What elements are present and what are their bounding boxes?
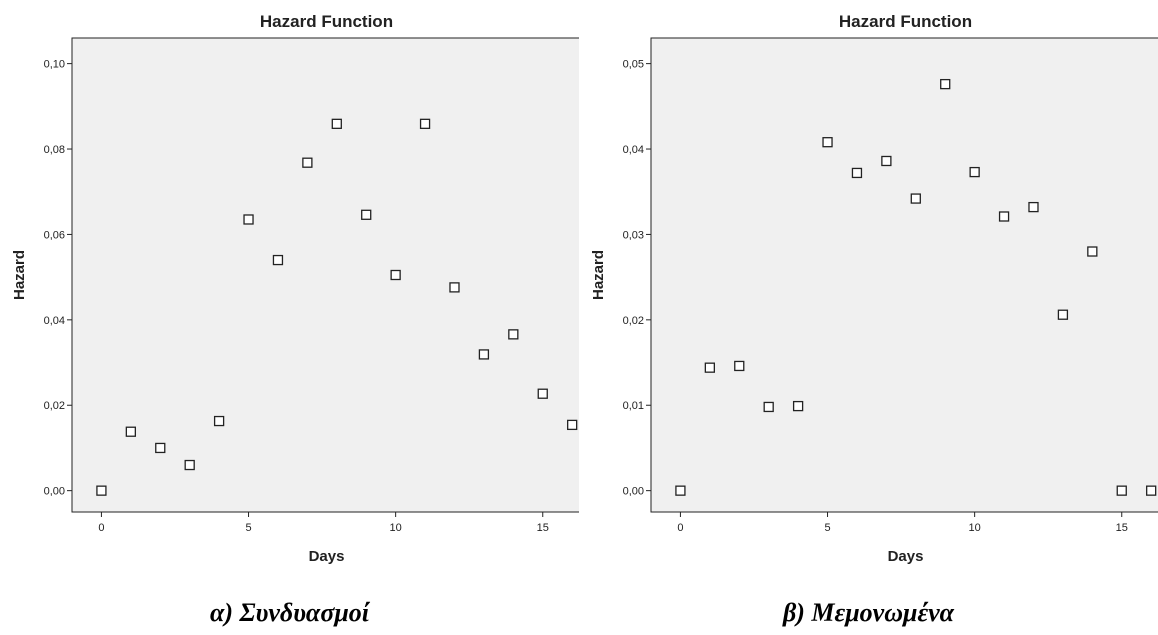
y-tick-label: 0,06	[44, 229, 65, 241]
x-axis-label: Days	[888, 548, 924, 565]
data-point	[734, 360, 745, 372]
x-tick-label: 10	[390, 522, 402, 534]
data-point	[390, 269, 401, 281]
plot-area	[650, 37, 1158, 513]
data-point	[910, 193, 921, 204]
data-point	[302, 157, 313, 168]
chart-title: Hazard Function	[260, 12, 393, 31]
data-point	[704, 362, 715, 373]
data-point	[213, 415, 225, 427]
data-point	[419, 118, 431, 129]
x-tick-label: 5	[824, 522, 830, 534]
data-point	[822, 137, 833, 148]
x-tick-label: 0	[98, 522, 104, 534]
data-point	[96, 485, 107, 496]
caption-combinations: α) Συνδυασμοί	[209, 598, 370, 627]
y-axis-label: Hazard	[11, 250, 28, 300]
hazard-chart-individual: Hazard Function 0,00 0,01 0,02 0,03 0,04 0,05 0…	[590, 12, 1158, 565]
data-point	[243, 214, 254, 225]
y-tick-label: 0,08	[44, 144, 65, 156]
data-point	[792, 400, 804, 412]
y-tick-label: 0,10	[44, 59, 65, 71]
x-tick-label: 0	[677, 522, 683, 534]
x-tick-label: 10	[969, 522, 981, 534]
y-axis-label: Hazard	[590, 250, 607, 300]
data-point	[331, 118, 342, 129]
plot-area	[71, 37, 579, 513]
hazard-chart-combinations: Hazard Function 0,00 0,02 0,04 0,06 0,08 0,10 0…	[11, 12, 579, 565]
y-tick-label: 0,02	[623, 315, 644, 327]
data-point	[940, 78, 951, 90]
data-point	[851, 167, 863, 179]
data-point	[763, 401, 774, 413]
x-tick-label: 5	[245, 522, 251, 534]
x-tick-label: 15	[1116, 522, 1128, 534]
y-tick-label: 0,01	[623, 400, 644, 412]
y-tick-label: 0,04	[44, 315, 65, 327]
data-point	[1146, 485, 1157, 496]
data-point	[1116, 485, 1127, 496]
x-tick-label: 15	[537, 522, 549, 534]
data-point	[184, 459, 195, 471]
data-point	[1028, 201, 1039, 213]
y-tick-label: 0,00	[44, 486, 65, 498]
y-tick-label: 0,03	[623, 229, 644, 241]
data-point	[537, 388, 548, 399]
data-point	[567, 419, 578, 431]
y-tick-label: 0,04	[623, 144, 644, 156]
data-point	[508, 329, 519, 340]
data-point	[1057, 309, 1069, 320]
x-axis-label: Days	[309, 548, 345, 565]
data-point	[1087, 246, 1098, 257]
data-point	[478, 349, 490, 360]
y-tick-label: 0,00	[623, 486, 644, 498]
chart-title: Hazard Function	[839, 12, 972, 31]
data-point	[361, 209, 372, 220]
data-point	[881, 155, 892, 167]
y-tick-label: 0,02	[44, 400, 65, 412]
data-point	[125, 426, 136, 437]
caption-individual: β) Μεμονωμένα	[782, 598, 955, 627]
data-point	[675, 485, 686, 496]
y-tick-label: 0,05	[623, 59, 644, 71]
data-point	[155, 442, 166, 454]
data-point	[998, 211, 1010, 222]
data-point	[449, 282, 460, 293]
data-point	[969, 166, 980, 178]
data-point	[272, 254, 284, 266]
